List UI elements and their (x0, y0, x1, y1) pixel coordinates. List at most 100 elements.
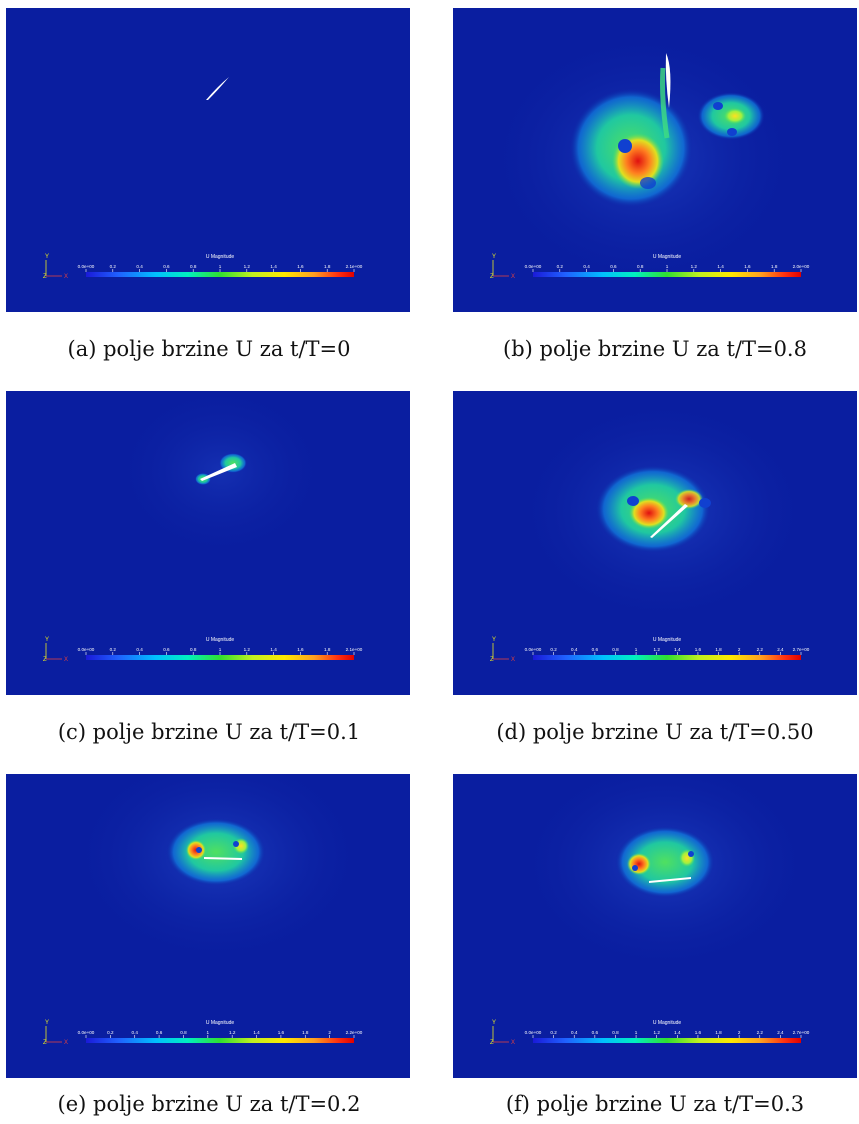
colorbar-tick-label: 0.4 (571, 1030, 578, 1035)
axis-z-label: Z (490, 1040, 494, 1046)
colorbar-tick-label: 0.0e+00 (78, 647, 95, 652)
axis-z-label: Z (490, 274, 494, 280)
axis-z-label: Z (43, 1040, 47, 1046)
panel-a-velocity-field: U Magnitude 0.0e+00 0.2 0.4 0.6 0.8 1 1.2 1.4 1.6… (6, 8, 410, 312)
axis-x-label: X (511, 657, 515, 663)
vortex-main (166, 818, 266, 886)
axis-y-label: Y (492, 1020, 496, 1026)
airfoil (200, 463, 237, 481)
colorbar-tick-label: 0.0e+00 (525, 264, 542, 269)
colorbar-tick-label: 0.8 (612, 647, 619, 652)
colorbar (533, 655, 801, 660)
colorbar-tick-label: 1.4 (253, 1030, 260, 1035)
axis-y-label: Y (45, 254, 49, 260)
colorbar-tick-label: 1.6 (744, 264, 751, 269)
colorbar-tick-label: 1 (635, 1030, 638, 1035)
panel-b-velocity-field: U Magnitude 0.0e+00 0.2 0.4 0.6 0.8 1 1.2 1.4 1.6… (453, 8, 857, 312)
colorbar-tick-label: 0.2 (550, 1030, 557, 1035)
colorbar-tick-label: 1.4 (674, 1030, 681, 1035)
colorbar-tick-label: 1.2 (653, 647, 660, 652)
colorbar-title: U Magnitude (653, 254, 682, 260)
colorbar-tick-label: 0.4 (136, 647, 143, 652)
colorbar-tick-label: 2 (328, 1030, 331, 1035)
colorbar-tick-label: 1.8 (324, 264, 331, 269)
colorbar-tick-label: 0.4 (132, 1030, 139, 1035)
colorbar-tick-label: 1.6 (297, 647, 304, 652)
colorbar-tick-label: 0.8 (190, 264, 197, 269)
colorbar-tick-label: 0.0e+00 (78, 1030, 95, 1035)
colorbar-tick-label: 0.6 (163, 264, 170, 269)
airfoil (206, 77, 229, 100)
colorbar-tick-label: 0.2 (107, 1030, 114, 1035)
colorbar-tick-label: 0.0e+00 (525, 1030, 542, 1035)
colorbar-tick-label: 1.6 (695, 1030, 702, 1035)
colorbar-tick-label: 2.4 (777, 1030, 784, 1035)
colorbar-tick-label: 0.8 (180, 1030, 187, 1035)
colorbar-tick-label: 2.4 (777, 647, 784, 652)
colorbar-tick-label: 1.2 (653, 1030, 660, 1035)
airfoil (649, 877, 691, 883)
colorbar (86, 1038, 354, 1043)
axis-x-label: X (511, 1040, 515, 1046)
axis-y-label: Y (492, 254, 496, 260)
caption-c: (c) polje brzine U za t/T=0.1 (57, 720, 361, 744)
colorbar-tick-label: 0.0e+00 (78, 264, 95, 269)
colorbar-tick-label: 0.2 (110, 647, 117, 652)
colorbar-tick-label: 0.2 (110, 264, 117, 269)
axis-z-label: Z (43, 274, 47, 280)
colorbar-tick-label: 2.1e+00 (346, 264, 363, 269)
colorbar-tick-label: 1.2 (691, 264, 698, 269)
colorbar-title: U Magnitude (653, 637, 682, 643)
vortex-main (615, 826, 715, 898)
caption-f: (f) polje brzine U za t/T=0.3 (505, 1092, 805, 1116)
colorbar-title: U Magnitude (206, 254, 235, 260)
colorbar-tick-label: 0.6 (163, 647, 170, 652)
axis-z-label: Z (490, 657, 494, 663)
axis-x-label: X (64, 1040, 68, 1046)
colorbar (533, 272, 801, 277)
panel-d-velocity-field: U Magnitude 0.0e+00 0.2 0.4 0.6 0.8 1 1.2 1.4 1.6… (453, 391, 857, 695)
colorbar-tick-label: 1.4 (717, 264, 724, 269)
colorbar (533, 1038, 801, 1043)
airfoil (650, 504, 688, 538)
colorbar-tick-label: 2.2 (757, 1030, 764, 1035)
axis-x-label: X (511, 274, 515, 280)
colorbar-tick-label: 1.8 (715, 647, 722, 652)
colorbar-tick-label: 2.0e+00 (793, 264, 810, 269)
axis-y-label: Y (45, 1020, 49, 1026)
colorbar-tick-label: 1.6 (278, 1030, 285, 1035)
panel-c-velocity-field: U Magnitude 0.0e+00 0.2 0.4 0.6 0.8 1 1.2 1.4 1.6… (6, 391, 410, 695)
colorbar-title: U Magnitude (653, 1020, 682, 1026)
colorbar-tick-label: 1.8 (302, 1030, 309, 1035)
colorbar-tick-label: 1.4 (270, 264, 277, 269)
panel-f-velocity-field: U Magnitude 0.0e+00 0.2 0.4 0.6 0.8 1 1.2 1.4 1.6… (453, 774, 857, 1078)
colorbar-tick-label: 1 (207, 1030, 210, 1035)
colorbar-tick-label: 1.8 (324, 647, 331, 652)
colorbar-tick-label: 0.8 (637, 264, 644, 269)
caption-b: (b) polje brzine U za t/T=0.8 (503, 337, 807, 361)
colorbar (86, 272, 354, 277)
colorbar-tick-label: 1.6 (297, 264, 304, 269)
colorbar-title: U Magnitude (206, 637, 235, 643)
colorbar-tick-label: 0.2 (550, 647, 557, 652)
axis-z-label: Z (43, 657, 47, 663)
colorbar-tick-label: 0.4 (571, 647, 578, 652)
colorbar-tick-label: 2.7e+00 (793, 647, 810, 652)
colorbar-tick-label: 2.7e+00 (793, 1030, 810, 1035)
colorbar-tick-label: 2.2 (757, 647, 764, 652)
axis-x-label: X (64, 657, 68, 663)
colorbar-tick-label: 2.2e+00 (346, 1030, 363, 1035)
airfoil (204, 857, 242, 860)
colorbar-tick-label: 2 (738, 1030, 741, 1035)
caption-e: (e) polje brzine U za t/T=0.2 (57, 1092, 361, 1116)
colorbar-tick-label: 1.2 (229, 1030, 236, 1035)
colorbar-tick-label: 0.6 (592, 1030, 599, 1035)
colorbar-tick-label: 0.4 (583, 264, 590, 269)
colorbar-tick-label: 1.2 (244, 264, 251, 269)
colorbar-tick-label: 0.6 (610, 264, 617, 269)
axis-y-label: Y (492, 637, 496, 643)
panel-e-velocity-field: U Magnitude 0.0e+00 0.2 0.4 0.6 0.8 1 1.2 1.4 1.6… (6, 774, 410, 1078)
colorbar-tick-label: 1.4 (674, 647, 681, 652)
colorbar-tick-label: 0.2 (557, 264, 564, 269)
colorbar-tick-label: 0.6 (592, 647, 599, 652)
